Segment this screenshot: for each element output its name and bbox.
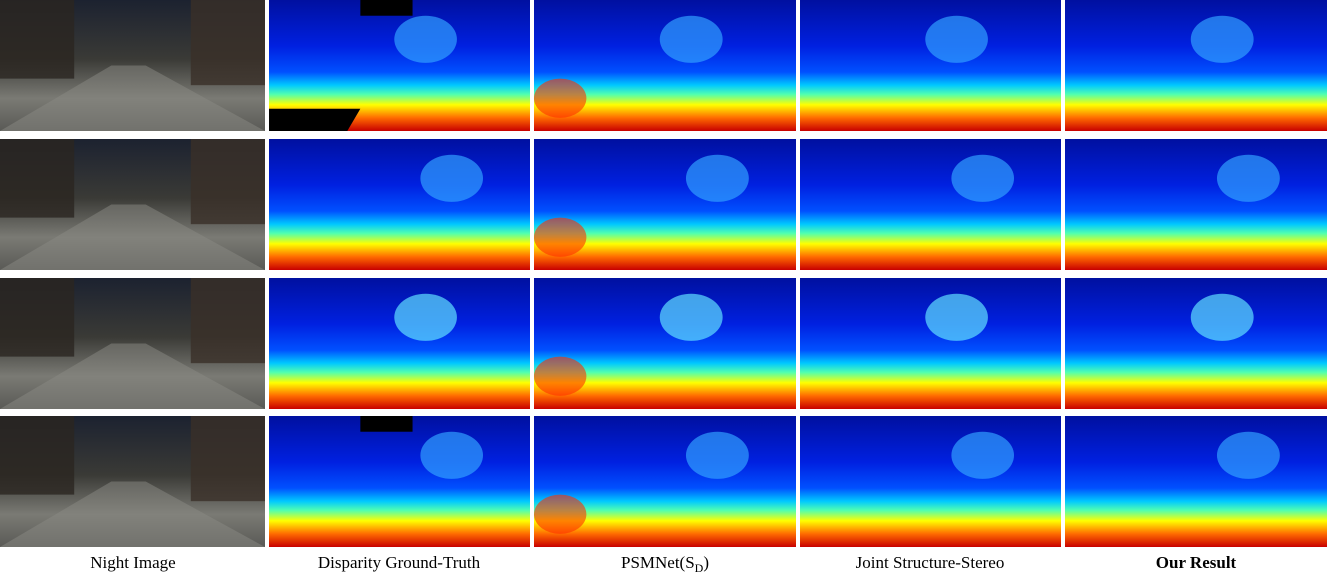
noise-region [534, 495, 586, 534]
disparity-map [1065, 278, 1327, 409]
disparity-map [269, 139, 530, 270]
object-blob [951, 155, 1014, 202]
noise-region [534, 357, 586, 396]
object-blob [686, 432, 749, 479]
building [191, 278, 265, 363]
column-label: Our Result [1156, 553, 1237, 572]
building [0, 0, 74, 79]
object-blob [951, 432, 1014, 479]
building [0, 416, 74, 495]
figure: Night Image Disparity Ground-Truth PSMNe… [0, 0, 1327, 583]
object-blob [1191, 294, 1254, 341]
column-label: Disparity Ground-Truth [318, 553, 481, 572]
building [0, 278, 74, 357]
image-grid [0, 0, 1327, 547]
object-blob [1217, 432, 1280, 479]
object-blob [660, 16, 723, 63]
object-blob [925, 294, 988, 341]
invalid-region [360, 416, 412, 432]
object-blob [394, 16, 457, 63]
object-blob [420, 155, 483, 202]
disparity-map [1065, 0, 1327, 131]
disparity-map [269, 278, 530, 409]
disparity-map [800, 0, 1061, 131]
building [0, 139, 74, 218]
object-blob [1191, 16, 1254, 63]
object-blob [925, 16, 988, 63]
disparity-map [269, 416, 530, 547]
object-blob [660, 294, 723, 341]
noise-region [534, 79, 586, 118]
noise-region [534, 218, 586, 257]
invalid-region [360, 0, 412, 16]
building [191, 139, 265, 224]
object-blob [394, 294, 457, 341]
disparity-map [1065, 139, 1327, 270]
object-blob [686, 155, 749, 202]
column-label: Night Image [90, 553, 175, 572]
column-label: PSMNet(SD) [621, 553, 709, 575]
column-label: Joint Structure-Stereo [856, 553, 1005, 572]
disparity-map [800, 139, 1061, 270]
disparity-map [800, 278, 1061, 409]
disparity-map [800, 416, 1061, 547]
invalid-region [269, 109, 360, 131]
disparity-map [1065, 416, 1327, 547]
building [191, 0, 265, 85]
building [191, 416, 265, 501]
object-blob [420, 432, 483, 479]
object-blob [1217, 155, 1280, 202]
